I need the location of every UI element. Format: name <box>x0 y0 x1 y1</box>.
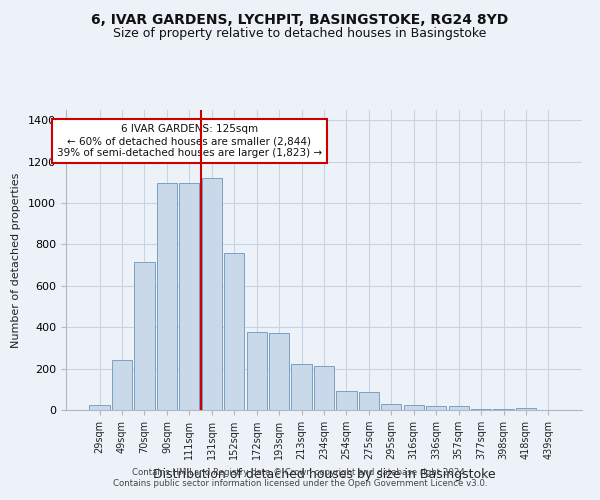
Bar <box>112 360 132 410</box>
Text: 6 IVAR GARDENS: 125sqm
← 60% of detached houses are smaller (2,844)
39% of semi-: 6 IVAR GARDENS: 125sqm ← 60% of detached… <box>57 124 322 158</box>
Bar <box>426 406 446 410</box>
Bar <box>292 364 311 410</box>
Bar <box>134 262 155 410</box>
Bar <box>269 334 289 410</box>
Bar <box>157 184 177 410</box>
Bar <box>359 392 379 410</box>
Bar <box>247 332 267 410</box>
Bar <box>314 366 334 410</box>
Text: 6, IVAR GARDENS, LYCHPIT, BASINGSTOKE, RG24 8YD: 6, IVAR GARDENS, LYCHPIT, BASINGSTOKE, R… <box>91 12 509 26</box>
Bar <box>202 178 222 410</box>
Text: Size of property relative to detached houses in Basingstoke: Size of property relative to detached ho… <box>113 28 487 40</box>
Bar <box>404 405 424 410</box>
Bar <box>516 408 536 410</box>
Bar <box>224 253 244 410</box>
Y-axis label: Number of detached properties: Number of detached properties <box>11 172 21 348</box>
Text: Contains HM Land Registry data © Crown copyright and database right 2024.
Contai: Contains HM Land Registry data © Crown c… <box>113 468 487 487</box>
Bar <box>337 392 356 410</box>
X-axis label: Distribution of detached houses by size in Basingstoke: Distribution of detached houses by size … <box>152 468 496 480</box>
Bar <box>179 184 199 410</box>
Bar <box>89 405 110 410</box>
Bar <box>449 406 469 410</box>
Bar <box>381 404 401 410</box>
Bar <box>471 409 491 410</box>
